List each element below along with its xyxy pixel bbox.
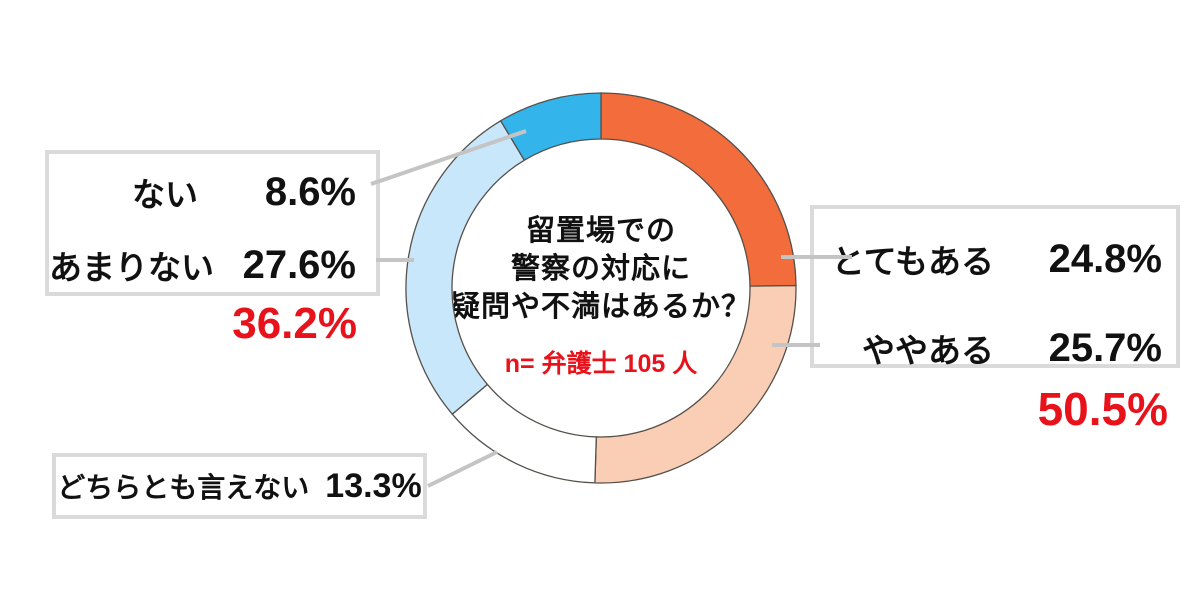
segment-value-amari-nai: 27.6% [242,242,356,287]
segment-label-yaya-aru: ややある [862,332,994,369]
label-row-yaya-aru: ややある 25.7% [814,316,1162,380]
negative-labels-box: ない 8.6% あまりない 27.6% [45,150,380,296]
negative-group-total: 36.2% [232,299,357,348]
segment-value-dochiratomo-ienai: 13.3% [325,466,422,505]
donut-segment-nai [499,92,602,162]
segment-label-nai: ない [132,176,198,213]
segment-label-amari-nai: あまりない [49,249,214,286]
sample-size-note: n= 弁護士 105 人 [504,350,698,378]
label-row-amari-nai: あまりない 27.6% [49,233,356,297]
neutral-label-box: どちらとも言えない 13.3% [52,453,427,519]
chart-title-line-3: 疑問や不満はあるか？ [450,291,751,323]
positive-group-total: 50.5% [1037,383,1168,435]
chart-title-line-2: 警察の対応に [510,253,691,285]
donut-segment-dochiratomo-ienai [451,383,597,484]
donut-center-text: 留置場での 警察の対応に 疑問や不満はあるか？ n= 弁護士 105 人 [426,212,776,380]
segment-value-nai: 8.6% [264,169,356,214]
leader-line-dochiratomo-ienai [427,450,498,488]
segment-value-yaya-aru: 25.7% [1048,325,1162,370]
leader-line-nai [370,129,527,186]
chart-title-line-1: 留置場での [525,215,676,247]
segment-label-totemo-aru: とてもある [831,243,994,280]
segment-value-totemo-aru: 24.8% [1048,236,1162,281]
label-row-nai: ない 8.6% [49,160,356,224]
segment-label-dochiratomo-ienai: どちらとも言えない [57,472,310,503]
positive-labels-box: とてもある 24.8% ややある 25.7% [810,205,1180,370]
label-row-totemo-aru: とてもある 24.8% [814,227,1162,291]
